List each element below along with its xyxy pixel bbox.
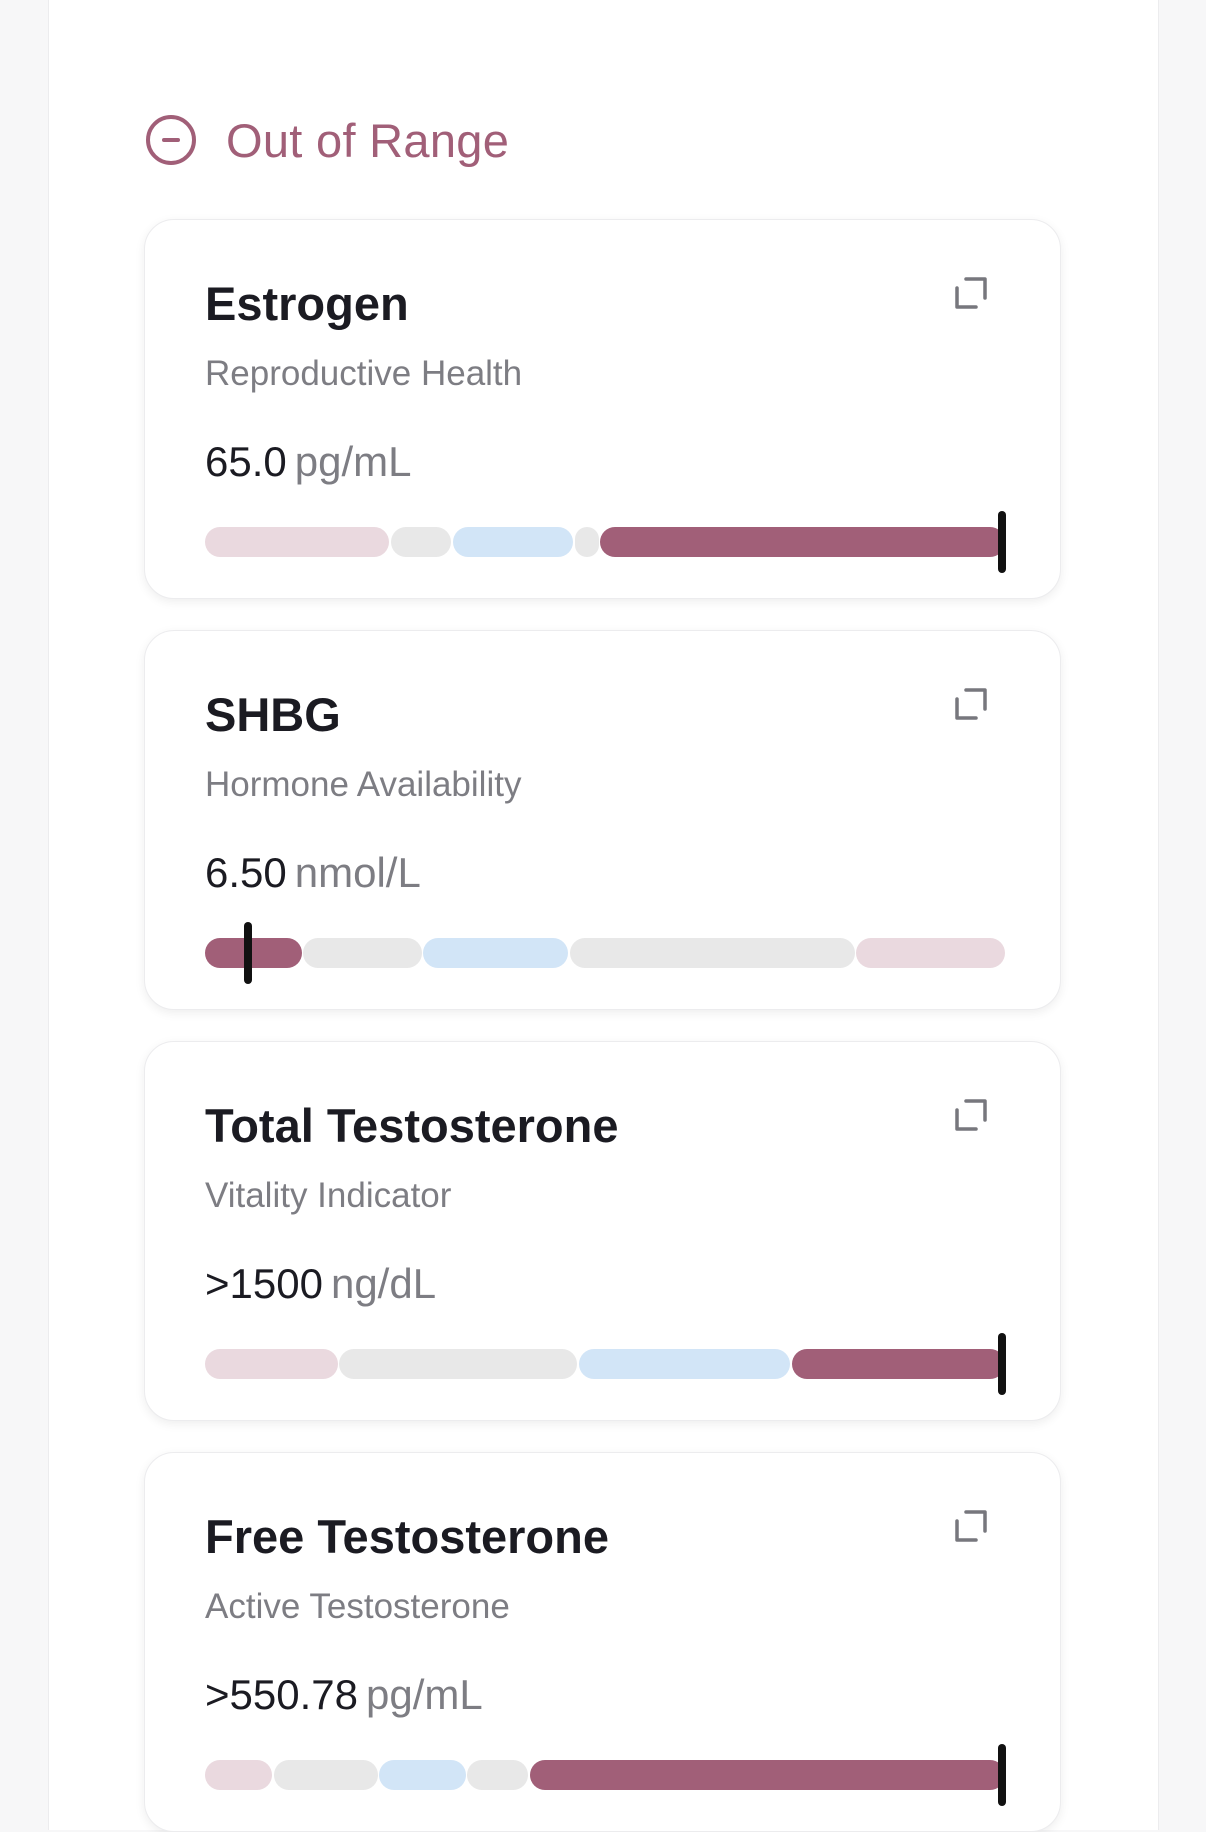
value-unit: pg/mL	[366, 1671, 483, 1718]
biomarker-value: >1500 ng/dL	[205, 1260, 436, 1308]
value-marker	[997, 511, 1006, 573]
range-segment-optimal	[423, 938, 569, 968]
value-marker	[997, 1744, 1006, 1806]
range-segment-active	[529, 1760, 1005, 1790]
biomarker-value: 6.50 nmol/L	[205, 849, 421, 897]
biomarker-card-shbg[interactable]: SHBG Hormone Availability 6.50 nmol/L	[144, 630, 1061, 1010]
expand-icon[interactable]	[954, 1509, 988, 1543]
value-marker	[244, 922, 253, 984]
range-bar	[205, 1744, 1006, 1806]
range-segment-optimal	[578, 1349, 790, 1379]
biomarker-title: Total Testosterone	[205, 1099, 619, 1152]
value-unit: ng/dL	[330, 1260, 437, 1307]
biomarker-category: Hormone Availability	[205, 765, 522, 804]
biomarker-value: >550.78 pg/mL	[205, 1671, 483, 1719]
expand-icon[interactable]	[954, 687, 988, 721]
value-number: >1500	[205, 1260, 323, 1307]
biomarker-category: Reproductive Health	[205, 354, 523, 393]
range-segment-neutral	[574, 527, 599, 557]
range-segment-low-range	[856, 938, 1005, 968]
range-segment-neutral	[273, 1760, 378, 1790]
range-segment-low-range	[205, 1760, 273, 1790]
section-header: Out of Range	[146, 108, 509, 172]
biomarker-card-free-testosterone[interactable]: Free Testosterone Active Testosterone >5…	[144, 1452, 1061, 1832]
range-bar	[205, 922, 1005, 984]
range-segment-neutral	[339, 1349, 577, 1379]
section-title: Out of Range	[226, 113, 510, 167]
expand-icon[interactable]	[954, 1098, 988, 1132]
range-segment-neutral	[569, 938, 855, 968]
range-bar	[205, 511, 1006, 573]
biomarker-title: SHBG	[205, 688, 341, 741]
range-bar	[205, 1333, 1006, 1395]
minus-circle-icon	[146, 115, 196, 165]
biomarker-category: Active Testosterone	[205, 1587, 510, 1626]
biomarker-value: 65.0 pg/mL	[205, 438, 411, 486]
range-segment-neutral	[467, 1760, 529, 1790]
biomarker-title: Estrogen	[205, 277, 409, 330]
value-number: >550.78	[205, 1671, 358, 1718]
range-segment-active	[205, 938, 302, 968]
expand-icon[interactable]	[954, 276, 988, 310]
range-segment-low-range	[205, 1349, 338, 1379]
range-segment-low-range	[205, 527, 389, 557]
range-segment-optimal	[379, 1760, 466, 1790]
value-unit: nmol/L	[294, 849, 421, 896]
range-segment-neutral	[390, 527, 452, 557]
biomarker-category: Vitality Indicator	[205, 1176, 452, 1215]
biomarker-card-estrogen[interactable]: Estrogen Reproductive Health 65.0 pg/mL	[144, 219, 1061, 599]
range-segment-active	[792, 1349, 1005, 1379]
value-number: 65.0	[205, 438, 287, 485]
range-segment-optimal	[453, 527, 573, 557]
value-marker	[997, 1333, 1006, 1395]
range-segment-neutral	[303, 938, 422, 968]
value-number: 6.50	[205, 849, 287, 896]
range-segment-active	[600, 527, 1005, 557]
biomarker-card-total-testosterone[interactable]: Total Testosterone Vitality Indicator >1…	[144, 1041, 1061, 1421]
value-unit: pg/mL	[294, 438, 412, 485]
biomarker-title: Free Testosterone	[205, 1510, 609, 1563]
